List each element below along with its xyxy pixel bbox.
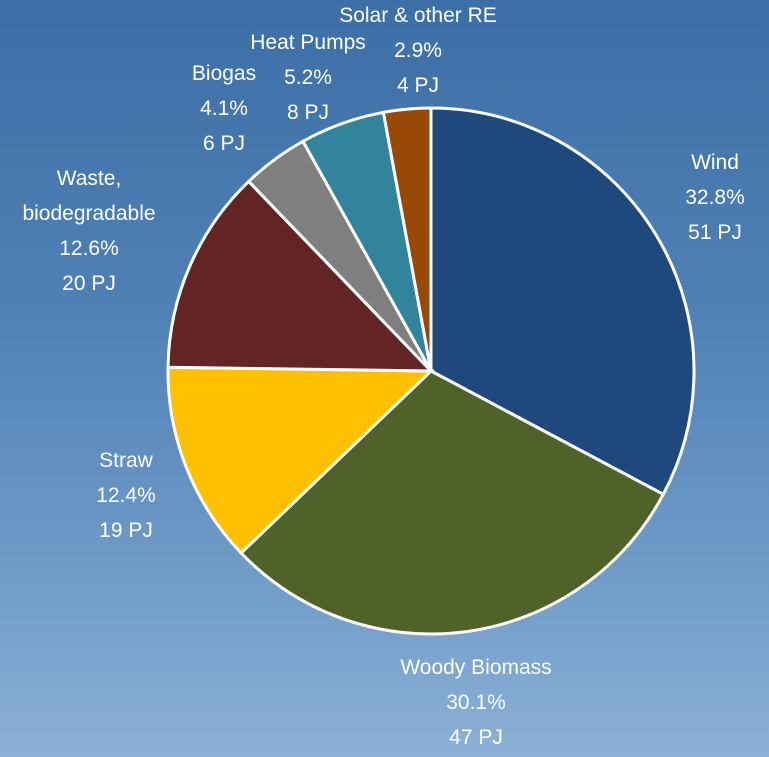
energy-label: 51 PJ (655, 215, 769, 250)
energy-label: 6 PJ (174, 126, 274, 161)
percent-label: 30.1% (366, 685, 586, 720)
energy-label: 19 PJ (66, 513, 186, 548)
category-label: Straw (66, 443, 186, 478)
category-label: Woody Biomass (366, 650, 586, 685)
pie (0, 0, 769, 757)
category-label: Waste, biodegradable (2, 161, 177, 231)
energy-label: 20 PJ (2, 266, 177, 301)
percent-label: 12.6% (2, 231, 177, 266)
percent-label: 12.4% (66, 478, 186, 513)
energy-label: 4 PJ (318, 68, 518, 103)
chart: Wind32.8%51 PJ Woody Biomass30.1%47 PJ Str… (0, 0, 769, 757)
category-label: Wind (655, 145, 769, 180)
energy-label: 47 PJ (366, 720, 586, 755)
percent-label: 2.9% (318, 33, 518, 68)
percent-label: 32.8% (655, 180, 769, 215)
category-label: Solar & other RE (318, 0, 518, 33)
